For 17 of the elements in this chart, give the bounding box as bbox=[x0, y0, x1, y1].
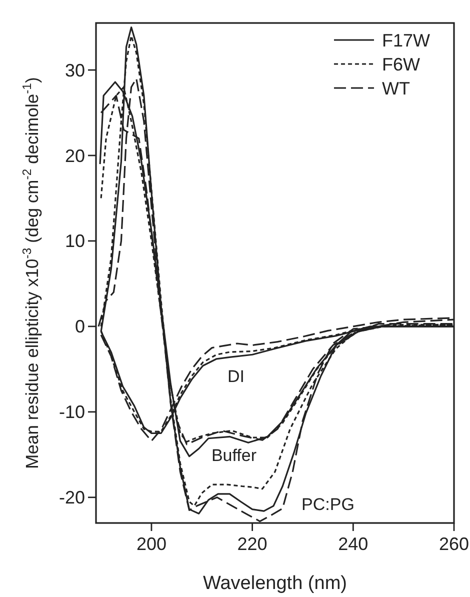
x-tick-label: 220 bbox=[237, 534, 268, 554]
legend-label: F6W bbox=[382, 54, 420, 74]
y-tick-label: 0 bbox=[74, 316, 85, 337]
annotation: DI bbox=[228, 366, 244, 386]
y-tick-label: -10 bbox=[58, 402, 85, 422]
x-tick-label: 260 bbox=[438, 534, 470, 554]
y-tick-label: -20 bbox=[58, 488, 85, 508]
legend-label: F17W bbox=[382, 30, 430, 50]
x-tick-label: 200 bbox=[136, 534, 166, 554]
y-tick-label: 10 bbox=[64, 231, 85, 252]
y-tick-label: 20 bbox=[64, 146, 85, 166]
y-tick-label: 30 bbox=[64, 60, 85, 80]
x-axis-title: Wavelength (nm) bbox=[203, 573, 347, 594]
annotation: Buffer bbox=[211, 446, 257, 465]
legend-label: WT bbox=[382, 78, 410, 98]
annotation: PC:PG bbox=[302, 494, 354, 514]
x-tick-label: 240 bbox=[338, 534, 368, 554]
